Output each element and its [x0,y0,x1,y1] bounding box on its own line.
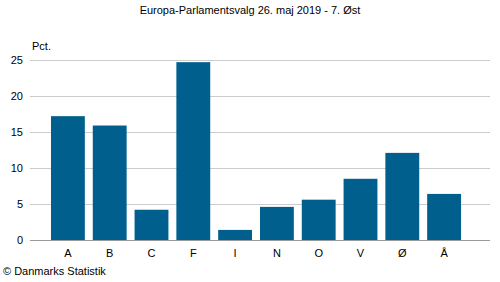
x-tick-label: Å [440,247,448,259]
x-tick-label: Ø [398,247,407,259]
x-tick-label: N [273,247,281,259]
chart: Europa-Parlamentsvalg 26. maj 2019 - 7. … [0,0,500,282]
bar [51,116,85,240]
grid-line [30,60,490,61]
y-axis-label: Pct. [32,40,51,52]
grid-line [30,240,490,241]
source: © Danmarks Statistik [3,265,106,277]
y-tick-label: 25 [11,54,23,66]
x-tick-label: A [64,247,72,259]
x-tick-label: F [190,247,197,259]
x-tick-label: O [314,247,323,259]
bar [135,210,169,240]
bar [260,207,294,240]
y-tick-label: 0 [17,234,23,246]
y-tick-label: 15 [11,126,23,138]
x-tick-label: B [106,247,113,259]
bar [344,179,378,240]
bar [176,62,210,240]
x-tick-label: V [357,247,365,259]
y-tick-label: 5 [17,198,23,210]
bar [302,200,336,240]
bar [93,126,127,240]
y-tick-label: 10 [11,162,23,174]
y-tick-label: 20 [11,90,23,102]
chart-svg: Europa-Parlamentsvalg 26. maj 2019 - 7. … [0,0,500,282]
bars [51,62,461,240]
x-tick-label: C [148,247,156,259]
x-tick-label: I [234,247,237,259]
bar [427,194,461,240]
bar [218,230,252,240]
bar [385,153,419,240]
grid-line [30,96,490,97]
title: Europa-Parlamentsvalg 26. maj 2019 - 7. … [140,4,361,16]
